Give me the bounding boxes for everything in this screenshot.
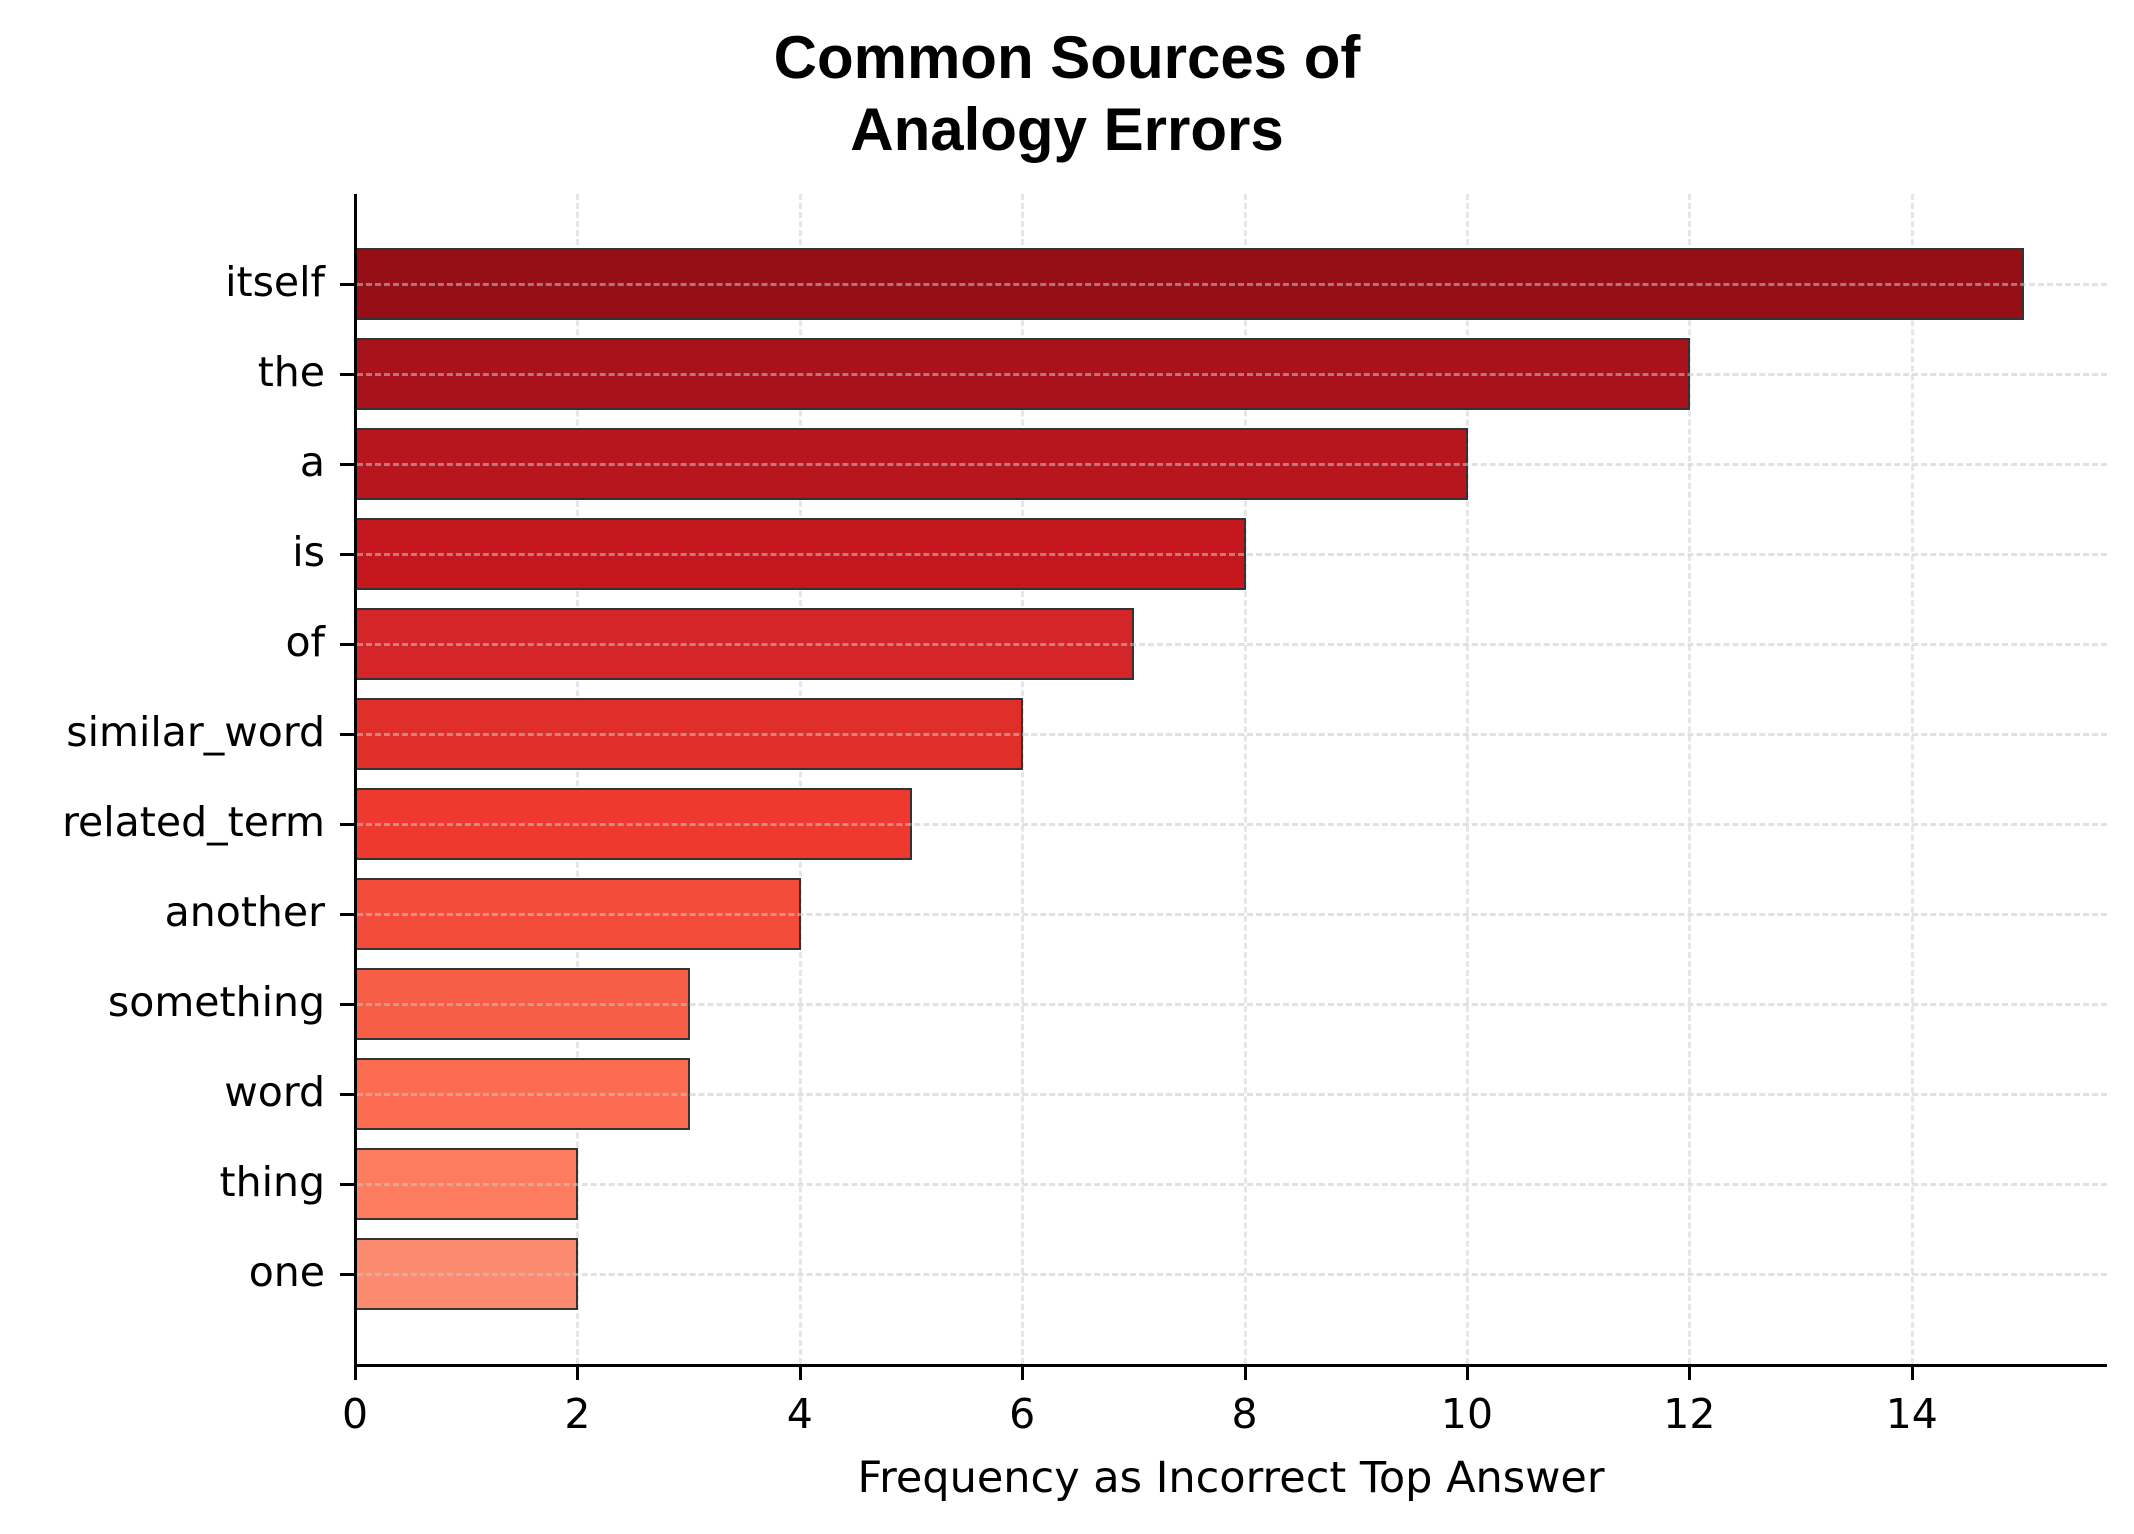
x-tick-mark [1688,1366,1692,1380]
y-tick-mark [340,643,355,646]
x-axis-title: Frequency as Incorrect Top Answer [857,1453,1605,1503]
x-tick-label: 4 [786,1390,813,1438]
y-tick-mark [340,1183,355,1186]
y-tick-mark [340,1273,355,1276]
y-tick-mark [340,913,355,916]
y-tick-label: itself [225,258,325,306]
x-tick-label: 2 [564,1390,591,1438]
y-tick-mark [340,283,355,286]
horizontal-gridline [357,643,2107,646]
y-tick-label: thing [219,1158,325,1206]
horizontal-gridline [357,1273,2107,1276]
y-tick-mark [340,823,355,826]
y-tick-label: a [299,438,325,486]
y-tick-label: the [257,348,325,396]
x-tick-label: 8 [1231,1390,1258,1438]
y-tick-mark [340,463,355,466]
chart-title-line-2: Analogy Errors [850,96,1284,163]
y-tick-label: of [285,618,325,666]
x-tick-mark [1243,1366,1247,1380]
horizontal-gridline [357,733,2107,736]
horizontal-gridline [357,373,2107,376]
y-tick-label: similar_word [66,708,325,756]
y-tick-label: related_term [62,798,325,846]
chart-title: Common Sources of Analogy Errors [0,22,2134,166]
y-tick-label: another [164,888,325,936]
vertical-gridline [1688,194,1692,1364]
vertical-gridline [1243,194,1247,1364]
x-tick-label: 6 [1009,1390,1036,1438]
y-axis-spine [354,194,357,1366]
y-tick-mark [340,553,355,556]
horizontal-gridline [357,1093,2107,1096]
y-tick-label: is [292,528,325,576]
vertical-gridline [576,194,580,1364]
x-tick-label: 10 [1440,1390,1494,1438]
y-tick-label: one [248,1248,325,1296]
vertical-gridline [1466,194,1469,1364]
x-tick-mark [798,1366,802,1380]
horizontal-gridline [357,913,2107,916]
horizontal-gridline [357,463,2107,466]
x-tick-mark [576,1366,580,1380]
x-tick-mark [354,1366,357,1380]
x-tick-mark [1910,1366,1914,1380]
x-tick-mark [1021,1366,1025,1380]
horizontal-gridline [357,283,2107,286]
y-tick-label: word [224,1068,325,1116]
x-tick-mark [1466,1366,1469,1380]
horizontal-gridline [357,1183,2107,1186]
x-tick-label: 14 [1885,1390,1938,1438]
x-axis-spine [354,1364,2107,1367]
y-tick-mark [340,373,355,376]
horizontal-gridline [357,553,2107,556]
vertical-gridline [1910,194,1914,1364]
vertical-gridline [1021,194,1025,1364]
y-tick-mark [340,1003,355,1006]
chart-title-line-1: Common Sources of [773,24,1361,91]
x-tick-label: 0 [341,1390,369,1438]
vertical-gridline [798,194,802,1364]
x-tick-label: 12 [1663,1390,1716,1438]
horizontal-gridline [357,823,2107,826]
y-tick-label: something [107,978,325,1026]
y-tick-mark [340,733,355,736]
y-tick-mark [340,1093,355,1096]
horizontal-gridline [357,1003,2107,1006]
